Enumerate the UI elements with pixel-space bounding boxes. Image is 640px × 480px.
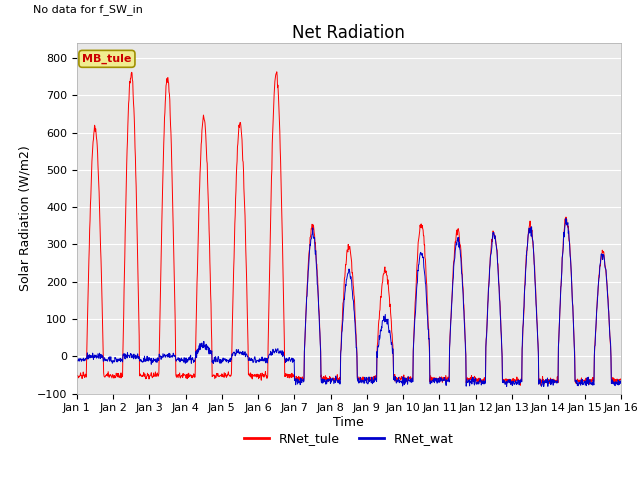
Title: Net Radiation: Net Radiation — [292, 24, 405, 42]
Text: MB_tule: MB_tule — [82, 54, 132, 64]
Text: No data for f_SW_in: No data for f_SW_in — [33, 4, 143, 15]
X-axis label: Time: Time — [333, 416, 364, 429]
Y-axis label: Solar Radiation (W/m2): Solar Radiation (W/m2) — [18, 145, 31, 291]
Legend: RNet_tule, RNet_wat: RNet_tule, RNet_wat — [239, 427, 459, 450]
